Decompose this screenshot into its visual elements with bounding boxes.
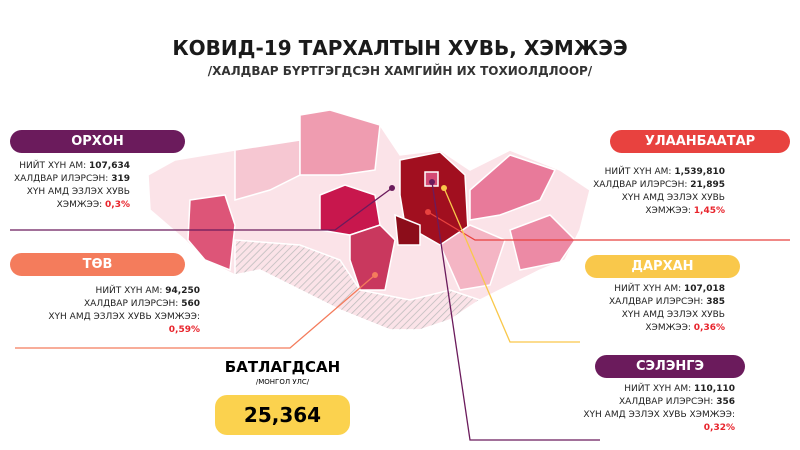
marker <box>441 185 447 191</box>
region-name: СЭЛЭНГЭ <box>595 355 745 378</box>
province <box>349 224 396 291</box>
info-line: НИЙТ ХҮН АМ: 107,634 <box>10 160 130 173</box>
info-line: НИЙТ ХҮН АМ: 1,539,810 <box>560 166 725 179</box>
marker <box>372 272 378 278</box>
region-name: УЛААНБААТАР <box>610 130 790 153</box>
province <box>439 224 506 291</box>
info-line: 0,59% <box>40 324 200 337</box>
province <box>299 109 381 176</box>
label: ХҮН АМД ЭЗЛЭХ ХУВЬ <box>26 187 130 197</box>
label: ХАЛДВАР ИЛЭРСЭН: <box>619 397 714 407</box>
label: ХЭМЖЭЭ: <box>645 323 691 333</box>
info-line: НИЙТ ХҮН АМ: 107,018 <box>560 283 725 296</box>
share: 0,32% <box>703 423 735 433</box>
info-line: НИЙТ ХҮН АМ: 94,250 <box>40 285 200 298</box>
info-line: ХАЛДВАР ИЛЭРСЭН: 319 <box>10 173 130 186</box>
value: 107,634 <box>89 161 130 171</box>
region-name: ТӨВ <box>10 253 185 276</box>
label: ХАЛДВАР ИЛЭРСЭН: <box>14 174 109 184</box>
label: ХҮН АМД ЭЗЛЭХ ХУВЬ <box>621 310 725 320</box>
region-info: НИЙТ ХҮН АМ: 94,250 ХАЛДВАР ИЛЭРСЭН: 560 Х… <box>40 285 200 337</box>
leader-line <box>15 274 376 349</box>
leader-line <box>427 211 790 241</box>
title: КОВИД-19 ТАРХАЛТЫН ХУВЬ, ХЭМЖЭЭ <box>172 36 628 60</box>
leader-line <box>443 187 580 343</box>
info-line: ХҮН АМД ЭЗЛЭХ ХУВЬ <box>10 186 130 199</box>
region-info: НИЙТ ХҮН АМ: 1,539,810 ХАЛДВАР ИЛЭРСЭН: 2… <box>560 166 725 218</box>
label: ХҮН АМД ЭЗЛЭХ ХУВЬ ХЭМЖЭЭ: <box>583 410 735 420</box>
province <box>469 154 557 221</box>
value: 21,895 <box>690 180 725 190</box>
info-line: ХҮН АМД ЭЗЛЭХ ХУВЬ ХЭМЖЭЭ: <box>560 409 735 422</box>
info-line: ХҮН АМД ЭЗЛЭХ ХУВЬ <box>560 192 725 205</box>
share: 1,45% <box>693 206 725 216</box>
desert <box>234 239 482 331</box>
region-info: НИЙТ ХҮН АМ: 107,018 ХАЛДВАР ИЛЭРСЭН: 385… <box>560 283 725 335</box>
label: ХҮН АМД ЭЗЛЭХ ХУВЬ ХЭМЖЭЭ: <box>48 312 200 322</box>
label: НИЙТ ХҮН АМ: <box>19 161 87 171</box>
info-line: ХЭМЖЭЭ: 0,36% <box>560 322 725 335</box>
info-line: ХҮН АМД ЭЗЛЭХ ХУВЬ <box>560 309 725 322</box>
share: 0,59% <box>168 325 200 335</box>
label: НИЙТ ХҮН АМ: <box>614 284 682 294</box>
region-name: ДАРХАН <box>585 255 740 278</box>
value: 107,018 <box>684 284 725 294</box>
total-label: БАТЛАГДСАН <box>224 358 341 376</box>
provinces <box>147 109 591 331</box>
share: 0,36% <box>693 323 725 333</box>
leader-line <box>10 187 393 231</box>
value: 94,250 <box>165 286 200 296</box>
info-line: ХҮН АМД ЭЗЛЭХ ХУВЬ ХЭМЖЭЭ: <box>40 311 200 324</box>
province <box>187 194 236 272</box>
label: ХҮН АМД ЭЗЛЭХ ХУВЬ <box>621 193 725 203</box>
value: 110,110 <box>694 384 735 394</box>
value: 1,539,810 <box>674 167 725 177</box>
label: НИЙТ ХҮН АМ: <box>95 286 163 296</box>
value: 560 <box>181 299 200 309</box>
info-line: ХАЛДВАР ИЛЭРСЭН: 560 <box>40 298 200 311</box>
value: 385 <box>706 297 725 307</box>
marker <box>425 209 431 215</box>
marker <box>429 179 435 185</box>
label: ХАЛДВАР ИЛЭРСЭН: <box>593 180 688 190</box>
info-line: ХАЛДВАР ИЛЭРСЭН: 385 <box>560 296 725 309</box>
region-name: ОРХОН <box>10 130 185 153</box>
label: НИЙТ ХҮН АМ: <box>604 167 672 177</box>
province <box>509 214 576 271</box>
region-info: НИЙТ ХҮН АМ: 107,634 ХАЛДВАР ИЛЭРСЭН: 319… <box>10 160 130 212</box>
total-value: 25,364 <box>215 395 350 435</box>
label: ХЭМЖЭЭ: <box>56 200 103 210</box>
marker <box>389 185 395 191</box>
info-line: НИЙТ ХҮН АМ: 110,110 <box>560 383 735 396</box>
label: НИЙТ ХҮН АМ: <box>624 384 692 394</box>
share: 0,3% <box>105 200 130 210</box>
leader-line <box>431 181 600 441</box>
label: ХЭМЖЭЭ: <box>645 206 691 216</box>
label: ХАЛДВАР ИЛЭРСЭН: <box>84 299 179 309</box>
leader-lines <box>10 179 790 441</box>
total-sublabel: /МОНГОЛ УЛС/ <box>255 378 310 386</box>
info-line: ХАЛДВАР ИЛЭРСЭН: 356 <box>560 396 735 409</box>
province <box>234 139 301 201</box>
info-line: ХЭМЖЭЭ: 1,45% <box>560 205 725 218</box>
subtitle: /ХАЛДВАР БҮРТГЭГДСЭН ХАМГИЙН ИХ ТОХИОЛДЛ… <box>207 64 593 78</box>
value: 356 <box>716 397 735 407</box>
value: 319 <box>111 174 130 184</box>
label: ХАЛДВАР ИЛЭРСЭН: <box>609 297 704 307</box>
info-line: ХЭМЖЭЭ: 0,3% <box>10 199 130 212</box>
region-info: НИЙТ ХҮН АМ: 110,110 ХАЛДВАР ИЛЭРСЭН: 356… <box>560 383 735 435</box>
info-line: 0,32% <box>560 422 735 435</box>
province <box>394 213 421 246</box>
info-line: ХАЛДВАР ИЛЭРСЭН: 21,895 <box>560 179 725 192</box>
